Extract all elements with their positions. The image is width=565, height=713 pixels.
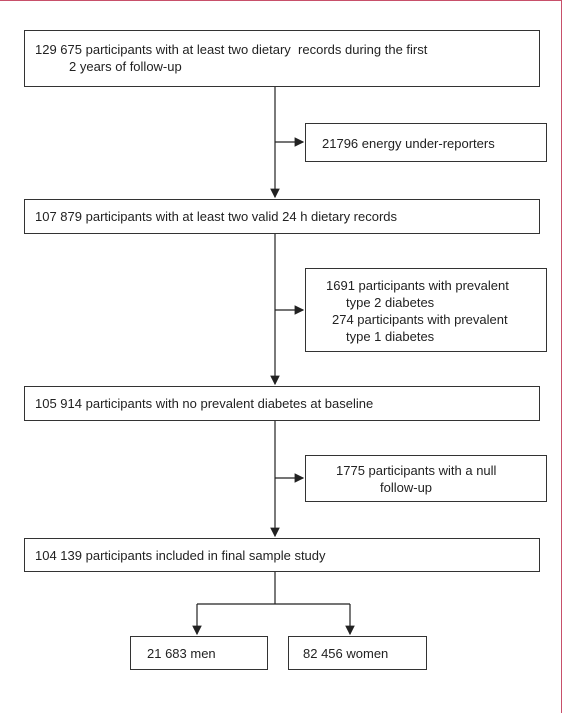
node-text: type 1 diabetes: [346, 329, 435, 344]
node-text: 1691 participants with prevalent: [326, 278, 509, 293]
node-text: 105 914 participants with no prevalent d…: [35, 396, 374, 411]
node-text: 274 participants with prevalent: [332, 312, 508, 327]
node-text: 21796 energy under-reporters: [322, 136, 495, 151]
node: 129 675 participants with at least two d…: [24, 30, 540, 87]
node-text: 82 456 women: [303, 646, 389, 661]
node-text: 129 675 participants with at least two d…: [35, 42, 428, 57]
node: 21 683 men: [130, 636, 268, 670]
node: 107 879 participants with at least two v…: [24, 199, 540, 234]
node: 105 914 participants with no prevalent d…: [24, 386, 540, 421]
node-text: follow-up: [380, 480, 433, 495]
node: 21796 energy under-reporters: [305, 123, 547, 162]
node-text: type 2 diabetes: [346, 295, 435, 310]
node-text: 104 139 participants included in final s…: [35, 548, 326, 563]
node-text: 21 683 men: [147, 646, 216, 661]
node: 82 456 women: [288, 636, 427, 670]
node-text: 2 years of follow-up: [69, 59, 182, 74]
node: 1775 participants with a null follow-up: [305, 455, 547, 502]
node-text: 1775 participants with a null: [336, 463, 497, 478]
node: 104 139 participants included in final s…: [24, 538, 540, 572]
node: 1691 participants with prevalent type 2 …: [305, 268, 547, 352]
node-text: 107 879 participants with at least two v…: [35, 209, 398, 224]
